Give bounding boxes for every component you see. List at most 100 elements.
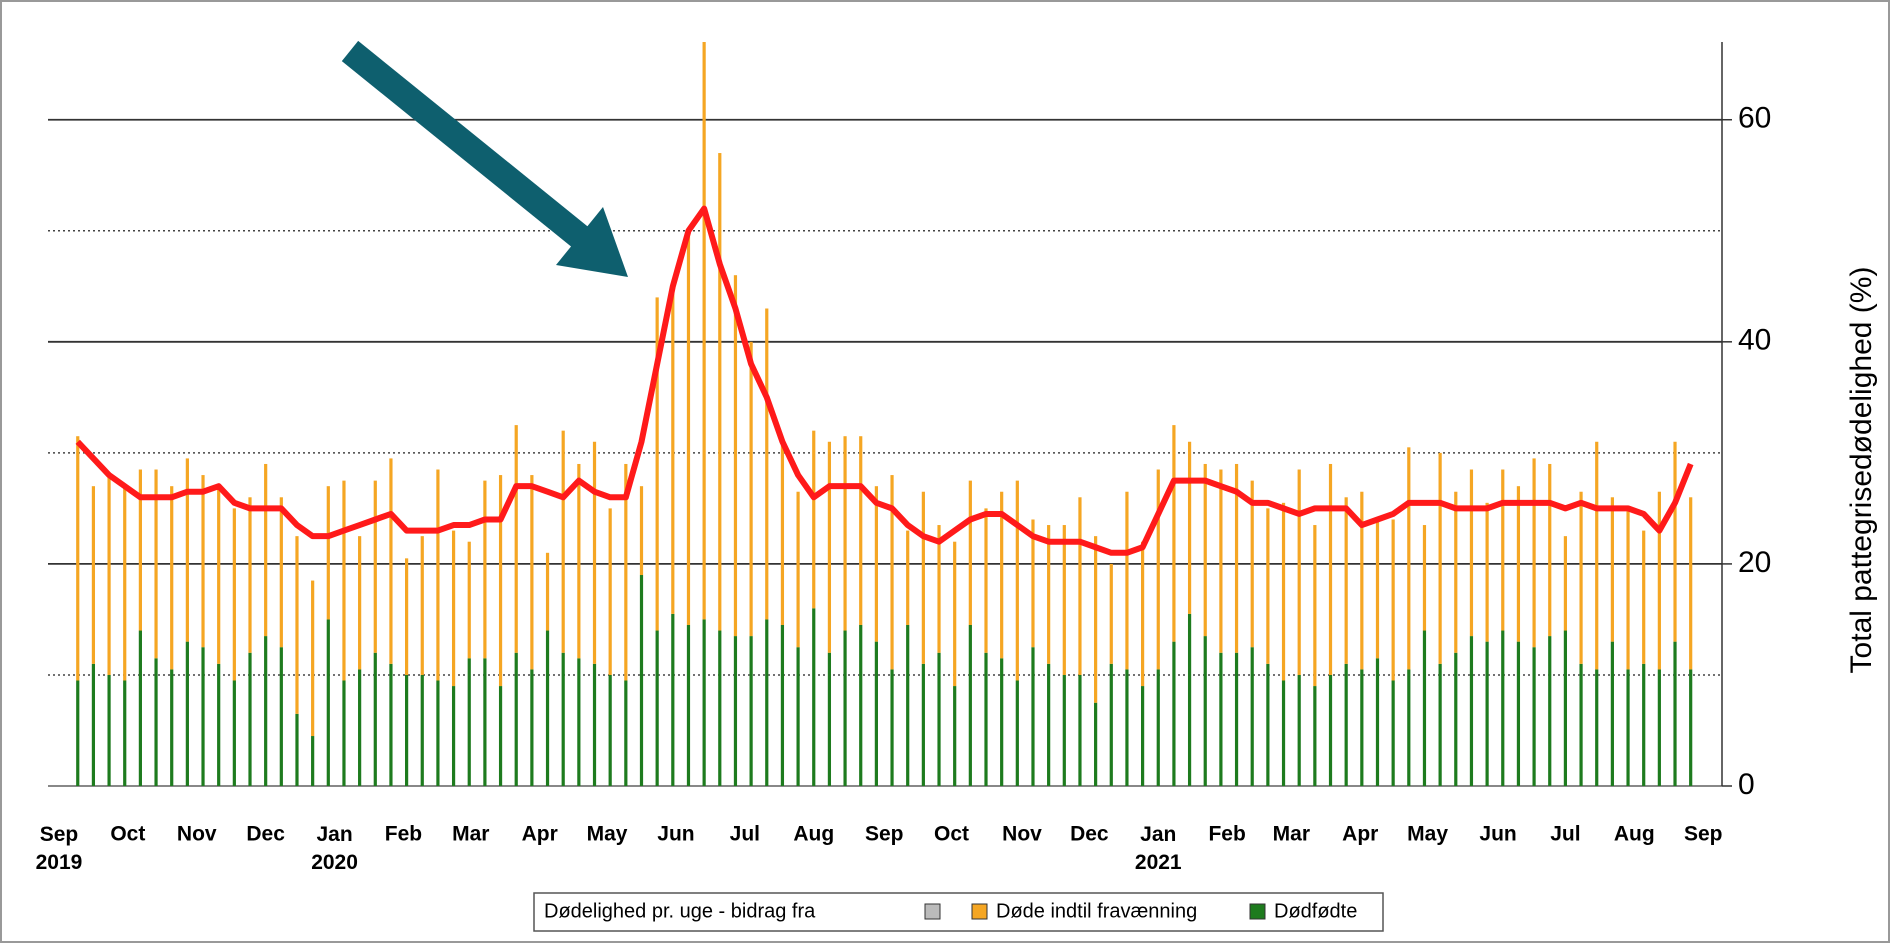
bar-segment <box>686 230 691 625</box>
bar-segment <box>843 436 847 631</box>
bar-segment <box>201 647 205 786</box>
bar-segment <box>702 619 706 786</box>
bar-segment <box>765 308 769 620</box>
bar-segment <box>608 674 612 786</box>
bar-segment <box>624 463 628 681</box>
bar-segment <box>749 636 753 786</box>
bar-segment <box>1689 497 1693 670</box>
bar-segment <box>201 475 205 648</box>
bar-segment <box>107 674 111 786</box>
bar-segment <box>170 669 174 786</box>
bar-segment <box>592 441 597 664</box>
y-tick-label: 20 <box>1738 546 1771 579</box>
legend-box <box>533 892 1384 932</box>
bar-segment <box>326 619 330 786</box>
bar-segment <box>1485 641 1489 786</box>
bar-segment <box>1673 641 1677 786</box>
bar-segment <box>389 663 393 786</box>
bar-segment <box>1344 663 1348 786</box>
bar-segment <box>1360 491 1364 670</box>
bar-segment <box>1187 613 1192 786</box>
x-tick-label: May <box>1407 823 1448 846</box>
bar-segment <box>1281 502 1286 681</box>
bar-segment <box>1250 647 1254 786</box>
bar-segment <box>1563 536 1568 631</box>
y-tick-label: 60 <box>1738 102 1771 135</box>
x-tick-label: Jun <box>1479 823 1516 846</box>
bar-segment <box>405 558 409 675</box>
bar-segment <box>1313 686 1317 786</box>
bar-segment <box>984 652 988 786</box>
bar-segment <box>154 658 158 786</box>
bar-segment <box>561 652 565 786</box>
bar-segment <box>1062 525 1066 675</box>
bar-segment <box>1548 463 1552 637</box>
bar-segment <box>1501 630 1505 786</box>
bar-segment <box>389 458 393 664</box>
bar-segment <box>1250 480 1254 648</box>
x-tick-label: Mar <box>1273 823 1310 846</box>
bar-segment <box>420 536 424 675</box>
y-axis-label: Total pattegrisedødelighed (%) <box>1845 267 1878 674</box>
bar-segment <box>483 658 487 786</box>
bar-segment <box>890 475 894 670</box>
bar-segment <box>953 686 957 786</box>
bar-segment <box>1516 486 1521 642</box>
x-tick-label: Jan 2021 <box>1135 823 1182 874</box>
bar-segment <box>248 497 252 653</box>
bar-segment <box>107 475 111 675</box>
bar-segment <box>1438 663 1442 786</box>
bar-segment <box>827 441 832 653</box>
bar-segment <box>874 641 878 786</box>
bar-segment <box>451 530 456 687</box>
bar-segment <box>1454 491 1458 653</box>
bar-segment <box>138 469 142 631</box>
bar-segment <box>702 42 706 620</box>
bar-segment <box>671 613 675 786</box>
bar-segment <box>1047 525 1051 664</box>
bar-segment <box>1172 641 1176 786</box>
bar-segment <box>91 663 96 786</box>
bar-segment <box>1626 508 1630 670</box>
bar-segment <box>154 469 158 659</box>
x-tick-label: Oct <box>110 823 145 846</box>
bar-segment <box>358 536 362 670</box>
x-tick-label: Oct <box>934 823 969 846</box>
bar-segment <box>859 624 863 786</box>
bar-segment <box>1281 680 1286 786</box>
bar-segment <box>514 425 518 653</box>
bar-segment <box>1610 641 1614 786</box>
bar-segment <box>1610 497 1614 642</box>
bar-segment <box>123 680 127 786</box>
bar-segment <box>1015 680 1019 786</box>
bar-segment <box>1532 647 1536 786</box>
bar-segment <box>420 674 424 786</box>
bar-segment <box>170 486 174 670</box>
bar-segment <box>1031 647 1035 786</box>
bar-segment <box>264 636 268 786</box>
bar-segment <box>1328 463 1333 675</box>
bar-segment <box>1469 469 1474 637</box>
x-tick-label: May <box>587 823 628 846</box>
bar-segment <box>1673 441 1677 642</box>
bar-segment <box>1187 441 1192 614</box>
bar-segment <box>1375 658 1380 786</box>
x-tick-label: Aug <box>793 823 834 846</box>
bar-segment <box>718 630 722 786</box>
bar-segment <box>812 608 816 786</box>
bar-segment <box>780 624 785 786</box>
x-tick-label: Sep <box>1684 823 1723 846</box>
bar-segment <box>796 647 800 786</box>
bar-segment <box>1266 663 1270 786</box>
bar-segment <box>577 658 581 786</box>
x-tick-label: Nov <box>177 823 217 846</box>
x-tick-label: Apr <box>1342 823 1378 846</box>
bar-segment <box>1657 491 1661 670</box>
x-tick-label: Jun <box>657 823 694 846</box>
bar-segment <box>968 624 972 786</box>
bar-segment <box>483 480 487 659</box>
bar-segment <box>1485 502 1489 642</box>
bar-segment <box>1375 519 1380 659</box>
bar-segment <box>1000 491 1004 659</box>
